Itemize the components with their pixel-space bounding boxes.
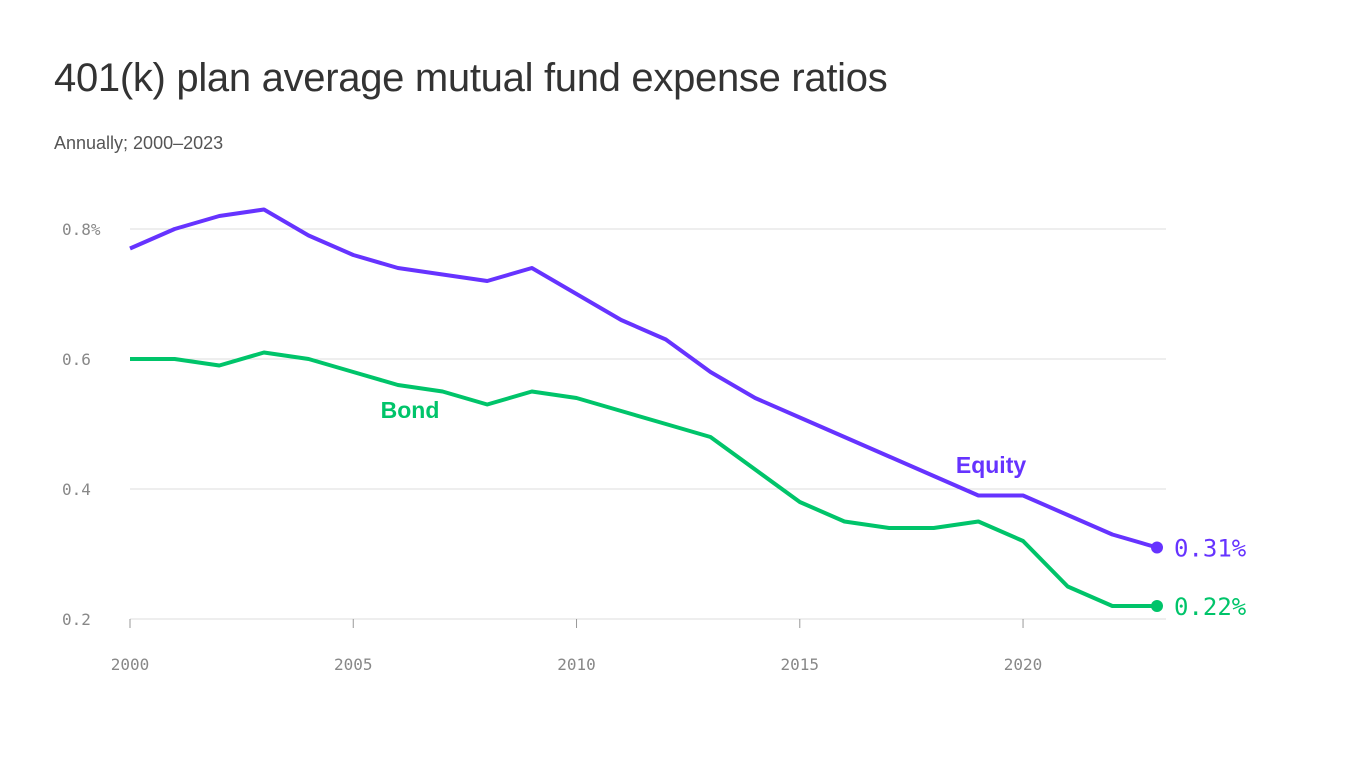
y-tick-label: 0.8% — [62, 220, 101, 239]
x-tick-label: 2000 — [111, 655, 150, 674]
y-tick-label: 0.2 — [62, 610, 91, 629]
bond-end-point — [1151, 600, 1163, 612]
x-tick-label: 2005 — [334, 655, 373, 674]
x-tick-label: 2015 — [781, 655, 820, 674]
equity-series-label: Equity — [956, 452, 1026, 478]
x-tick-label: 2020 — [1004, 655, 1043, 674]
equity-line — [129, 207, 1158, 550]
bond-end-label: 0.22% — [1174, 593, 1247, 621]
equity-end-label: 0.31% — [1174, 535, 1247, 563]
y-tick-label: 0.4 — [62, 480, 91, 499]
x-tick-label: 2010 — [557, 655, 596, 674]
bond-line — [130, 350, 1157, 608]
chart-subtitle: Annually; 2000–2023 — [54, 133, 224, 153]
equity-end-point — [1151, 541, 1163, 554]
y-tick-label: 0.6 — [62, 350, 91, 369]
bond-series-label: Bond — [381, 397, 440, 423]
chart-title: 401(k) plan average mutual fund expense … — [54, 56, 888, 100]
